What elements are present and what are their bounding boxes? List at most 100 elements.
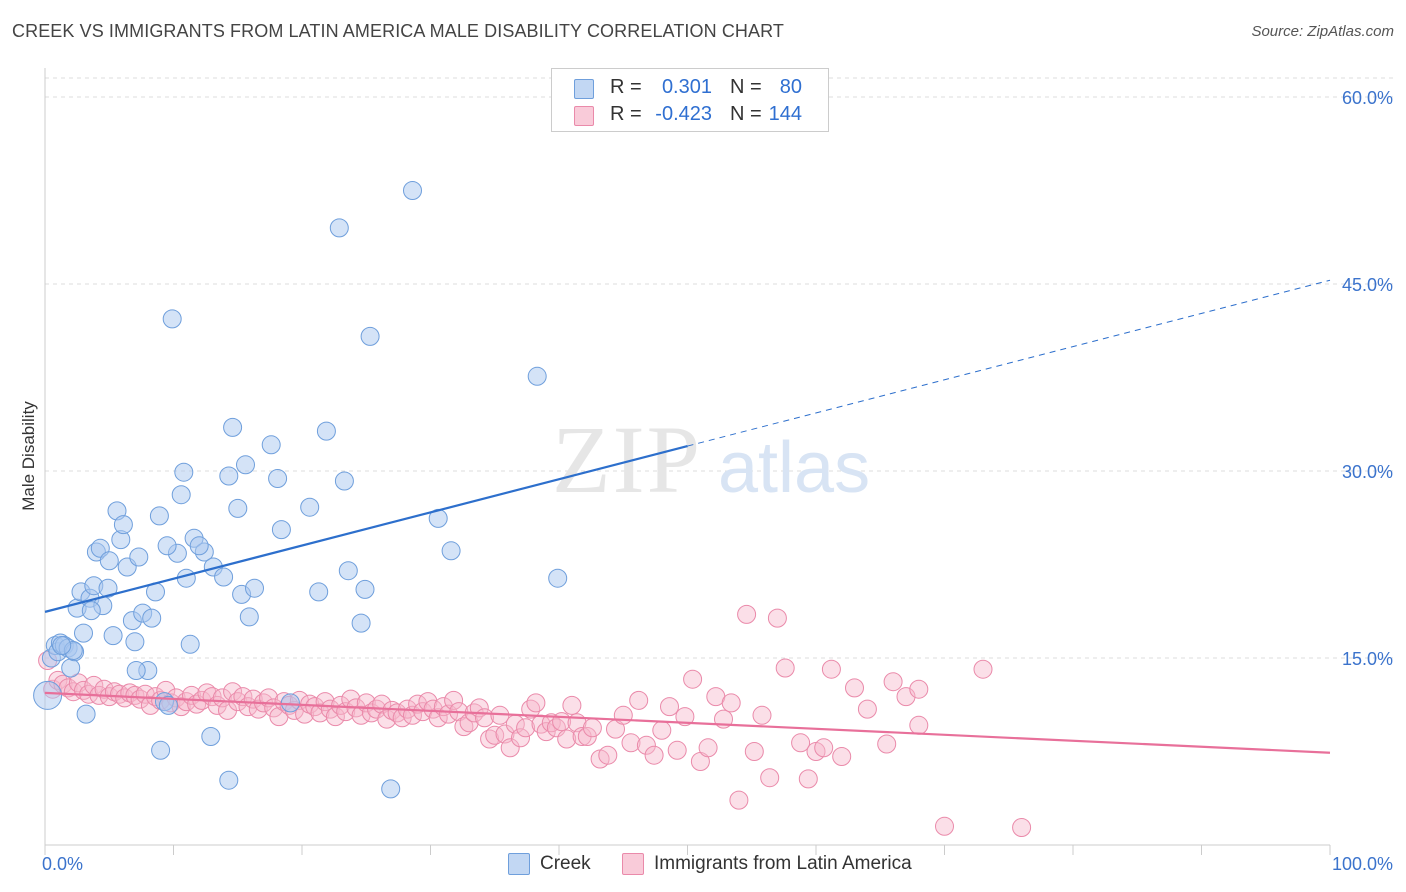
data-point <box>526 693 546 713</box>
data-point <box>909 679 929 699</box>
r-value: -0.423 <box>655 103 712 125</box>
data-point <box>629 690 649 710</box>
data-point <box>621 733 641 753</box>
y-axis-label: Male Disability <box>19 401 38 511</box>
creek-trend-line <box>44 445 688 613</box>
data-point <box>63 682 83 702</box>
data-point <box>219 466 239 486</box>
data-point <box>527 366 547 386</box>
immigrants-swatch <box>622 853 644 875</box>
n-label: N = <box>730 103 762 125</box>
data-point <box>767 608 787 628</box>
data-point <box>459 713 479 733</box>
data-point <box>636 735 656 755</box>
data-point <box>791 733 811 753</box>
data-point <box>582 718 602 738</box>
series-creek-points <box>33 181 568 799</box>
legend-label-creek: Creek <box>540 853 591 874</box>
data-point <box>81 601 101 621</box>
data-point <box>667 740 687 760</box>
data-point <box>935 816 954 836</box>
data-point <box>877 734 897 754</box>
data-point <box>223 417 243 437</box>
data-point <box>441 541 461 561</box>
data-point <box>577 727 597 746</box>
legend-row-creek: R = 0.301 N = 80 <box>552 73 828 101</box>
r-value: 0.301 <box>661 76 712 98</box>
data-point <box>52 636 72 655</box>
data-point <box>775 658 795 678</box>
n-value: 144 <box>768 103 802 125</box>
data-point <box>675 707 695 727</box>
data-point <box>110 684 129 704</box>
data-point <box>103 626 123 646</box>
creek-trend-extension <box>687 279 1331 447</box>
data-point <box>798 769 818 789</box>
trend-lines <box>44 279 1331 754</box>
legend-label-immigrants: Immigrants from Latin America <box>654 853 912 874</box>
data-point <box>500 738 520 758</box>
data-point <box>126 661 146 680</box>
data-point <box>300 497 320 517</box>
data-point <box>125 685 145 705</box>
data-point <box>316 421 336 441</box>
axes <box>44 68 1331 855</box>
data-point <box>129 547 149 567</box>
creek-swatch <box>574 79 594 99</box>
data-point <box>189 536 209 556</box>
data-point <box>832 747 852 766</box>
series-legend: Creek Immigrants from Latin America <box>0 852 1406 878</box>
data-point <box>174 462 194 482</box>
data-point <box>74 623 93 643</box>
data-point <box>142 608 162 628</box>
r-label: R = <box>610 76 642 98</box>
data-point <box>652 720 672 740</box>
data-point <box>883 672 903 692</box>
data-point <box>516 718 536 738</box>
data-point <box>239 607 259 627</box>
y-tick-label: 45.0% <box>1342 275 1393 295</box>
data-point <box>562 695 582 715</box>
data-point <box>721 693 741 713</box>
data-point <box>857 699 877 719</box>
watermark-zip: ZIP <box>552 406 702 513</box>
data-point <box>360 326 380 346</box>
correlation-legend: R = 0.301 N = 80 R = -0.423 N = 144 <box>551 68 829 132</box>
data-point <box>76 704 96 724</box>
source-label: Source: ZipAtlas.com <box>1251 23 1394 40</box>
r-label: R = <box>610 103 642 125</box>
data-point <box>113 515 133 535</box>
data-point <box>98 578 118 598</box>
grid-lines <box>45 77 1395 659</box>
data-point <box>557 729 577 749</box>
data-point <box>151 740 171 760</box>
data-point <box>171 485 191 505</box>
data-point <box>454 717 474 737</box>
data-point <box>511 728 530 748</box>
data-point <box>729 790 749 810</box>
data-point <box>33 680 63 710</box>
data-point <box>752 705 772 725</box>
data-point <box>1012 818 1032 837</box>
chart-title: CREEK VS IMMIGRANTS FROM LATIN AMERICA M… <box>12 21 784 41</box>
data-point <box>909 715 929 735</box>
data-point <box>381 779 401 799</box>
data-point <box>197 683 217 703</box>
legend-row-immigrants: R = -0.423 N = 144 <box>552 100 828 128</box>
data-point <box>428 708 448 728</box>
watermark: ZIP atlas <box>552 406 870 513</box>
data-point <box>744 742 764 761</box>
data-point <box>125 632 145 652</box>
data-point <box>521 699 541 719</box>
immigrants-trend-line <box>44 691 1331 754</box>
data-point <box>845 678 864 698</box>
data-point <box>201 727 221 746</box>
axis-labels: 15.0% 30.0% 45.0% 60.0% 0.0% 100.0% Male Disab… <box>19 88 1393 874</box>
n-label: N = <box>730 76 762 98</box>
creek-swatch <box>508 853 530 875</box>
data-point <box>61 658 81 678</box>
y-tick-label: 60.0% <box>1342 88 1393 108</box>
data-point <box>480 729 500 749</box>
data-point <box>268 469 288 488</box>
